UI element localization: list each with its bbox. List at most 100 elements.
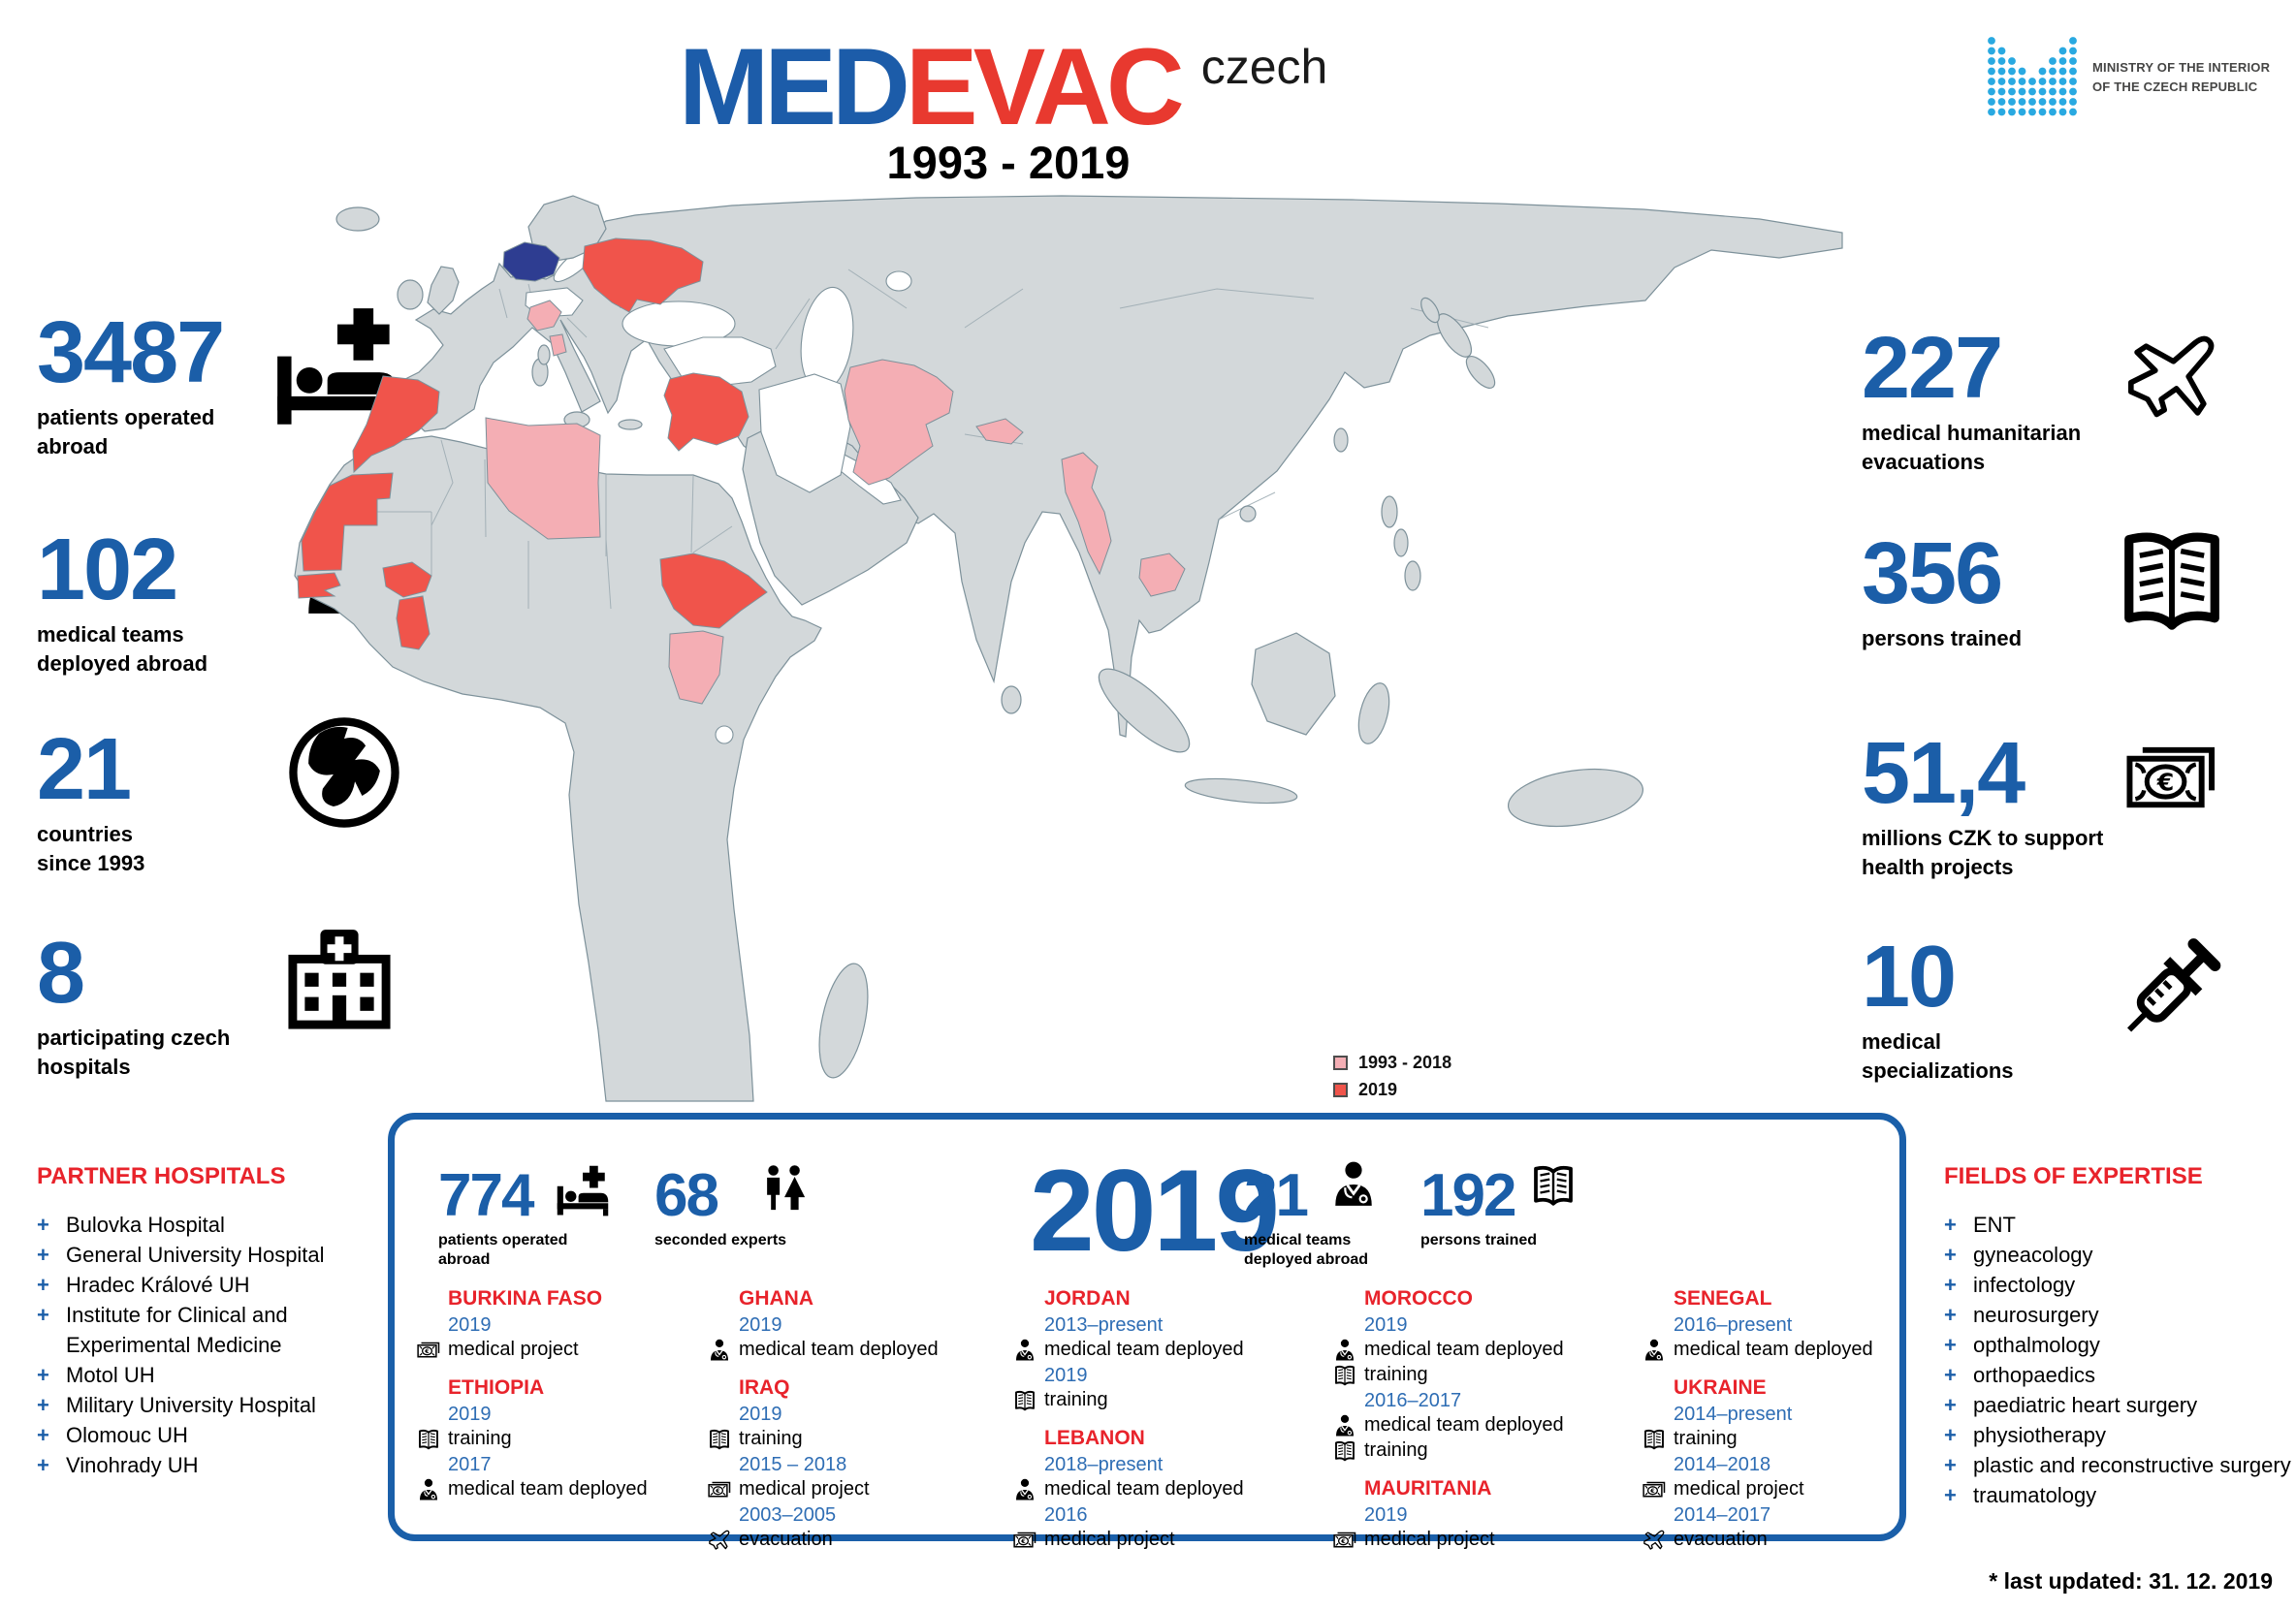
doctor-icon: [1329, 1158, 1378, 1211]
box-stat-experts: 68 seconded experts: [654, 1168, 819, 1250]
activity-label: medical project: [448, 1339, 579, 1360]
activity-row: training: [1642, 1427, 1933, 1451]
activity-label: medical team deployed: [1364, 1339, 1564, 1360]
list-item: Institute for Clinical and Experimental …: [37, 1300, 371, 1360]
activity-row: medical team deployed: [1013, 1338, 1304, 1362]
logo-evac-text: EVAC: [905, 26, 1185, 147]
book-icon: [1642, 1428, 1666, 1451]
logo-med-text: MED: [679, 26, 910, 147]
activity-row: evacuation: [708, 1528, 999, 1552]
entry-period: 2018–present: [1044, 1454, 1164, 1475]
book-icon: [417, 1428, 440, 1451]
country-ukraine: UKRAINE 2014–present training 2014–2018 …: [1642, 1375, 1933, 1552]
legend-swatch-red: [1333, 1083, 1348, 1097]
stat-value: 21: [37, 721, 132, 818]
country-name: JORDAN: [1044, 1287, 1131, 1310]
book-icon: [1333, 1364, 1356, 1387]
period-subtitle: 1993 - 2019: [886, 137, 1131, 188]
activity-label: medical project: [1674, 1478, 1804, 1500]
partner-hospitals-section: PARTNER HOSPITALS Bulovka Hospital Gener…: [37, 1163, 405, 1480]
activity-row: medical team deployed: [1013, 1477, 1304, 1501]
plane-icon: [1642, 1529, 1666, 1552]
list-item: ENT: [1944, 1210, 2296, 1240]
entry-period: 2017: [448, 1454, 492, 1475]
activity-label: medical project: [1364, 1529, 1495, 1550]
stat-value: 8: [37, 925, 85, 1022]
activity-row: training: [708, 1427, 999, 1451]
activity-label: medical team deployed: [1674, 1339, 1873, 1360]
stat-label: countries since 1993: [37, 821, 145, 876]
logo-suffix: czech: [1200, 40, 1328, 94]
entry-period: 2019: [1044, 1365, 1088, 1386]
country-morocco: MOROCCO 2019 medical team deployed train…: [1333, 1286, 1624, 1463]
banknote-icon: [417, 1339, 440, 1362]
activity-row: medical project: [708, 1477, 999, 1501]
list-item: Military University Hospital: [37, 1390, 371, 1420]
book-icon: [2112, 523, 2232, 638]
doctor-icon: [1333, 1414, 1356, 1437]
summary-2019-box: 774 patients operated abroad 68 seconded…: [388, 1113, 1906, 1550]
entry-period: 2019: [1364, 1504, 1408, 1526]
activity-label: medical team deployed: [448, 1478, 648, 1500]
entry-period: 2019: [739, 1314, 782, 1336]
banknote-icon: [1013, 1529, 1036, 1552]
stat-value: 10: [1862, 929, 1957, 1026]
stat-label: patients operated abroad: [37, 404, 215, 459]
stat-label: millions CZK to support health projects: [1862, 825, 2104, 880]
entry-period: 2003–2005: [739, 1504, 837, 1526]
activity-label: training: [739, 1428, 803, 1449]
box-stat-teams: 21 medical teams deployed abroad: [1244, 1168, 1375, 1270]
doctor-icon: [1013, 1339, 1036, 1362]
country-name: MAURITANIA: [1364, 1477, 1492, 1500]
fields-of-expertise-list: ENT gyneacology infectology neurosurgery…: [1944, 1210, 2296, 1510]
country-column-3: JORDAN 2013–present medical team deploye…: [1013, 1286, 1304, 1565]
entry-period: 2013–present: [1044, 1314, 1164, 1336]
patient-bed-icon: [553, 1164, 613, 1218]
activity-row: training: [417, 1427, 708, 1451]
book-icon: [708, 1428, 731, 1451]
man-woman-icon: [759, 1162, 810, 1216]
list-item: orthopaedics: [1944, 1360, 2296, 1390]
fields-of-expertise-title: FIELDS OF EXPERTISE: [1944, 1163, 2203, 1189]
country-lebanon: LEBANON 2018–present medical team deploy…: [1013, 1426, 1304, 1552]
activity-label: medical team deployed: [1044, 1478, 1244, 1500]
activity-label: training: [1044, 1389, 1108, 1410]
book-icon: [1013, 1389, 1036, 1412]
last-updated-note: * last updated: 31. 12. 2019: [1989, 1568, 2273, 1594]
entry-period: 2014–2017: [1674, 1504, 1771, 1526]
activity-row: medical team deployed: [1642, 1338, 1933, 1362]
stat-label: patients operated abroad: [438, 1231, 568, 1268]
list-item: Bulovka Hospital: [37, 1210, 371, 1240]
doctor-icon: [708, 1339, 731, 1362]
stat-value: 192: [1420, 1162, 1516, 1229]
country-name: SENEGAL: [1674, 1287, 1772, 1310]
stat-label: persons trained: [1862, 625, 2023, 650]
doctor-icon: [417, 1478, 440, 1501]
book-icon: [1529, 1162, 1578, 1209]
country-column-4: MOROCCO 2019 medical team deployed train…: [1333, 1286, 1624, 1565]
entry-period: 2014–present: [1674, 1404, 1793, 1425]
legend-label: 1993 - 2018: [1358, 1053, 1452, 1072]
entry-period: 2016–2017: [1364, 1390, 1462, 1411]
entry-period: 2016: [1044, 1504, 1088, 1526]
country-iraq: IRAQ 2019 training 2015 – 2018 medical p…: [708, 1375, 999, 1552]
ministry-logo: MINISTRY OF THE INTERIOR OF THE CZECH RE…: [1986, 35, 2270, 118]
entry-period: 2016–present: [1674, 1314, 1793, 1336]
plane-icon: [708, 1529, 731, 1552]
doctor-icon: [1333, 1339, 1356, 1362]
country-name: IRAQ: [739, 1376, 790, 1399]
entry-period: 2014–2018: [1674, 1454, 1771, 1475]
ministry-name-line1: MINISTRY OF THE INTERIOR: [2092, 60, 2271, 75]
activity-row: medical project: [1333, 1528, 1624, 1552]
stat-value: 102: [37, 521, 178, 618]
box-stat-trained: 192 persons trained: [1420, 1162, 1576, 1250]
fields-of-expertise-section: FIELDS OF EXPERTISE ENT gyneacology infe…: [1944, 1163, 2296, 1510]
activity-row: medical team deployed: [1333, 1413, 1624, 1437]
ministry-name-line2: OF THE CZECH REPUBLIC: [2092, 79, 2258, 95]
activity-label: evacuation: [739, 1529, 833, 1550]
entry-period: 2019: [739, 1404, 782, 1425]
list-item: paediatric heart surgery: [1944, 1390, 2296, 1420]
banknote-icon: [708, 1478, 731, 1501]
activity-label: medical project: [739, 1478, 870, 1500]
list-item: traumatology: [1944, 1480, 2296, 1510]
